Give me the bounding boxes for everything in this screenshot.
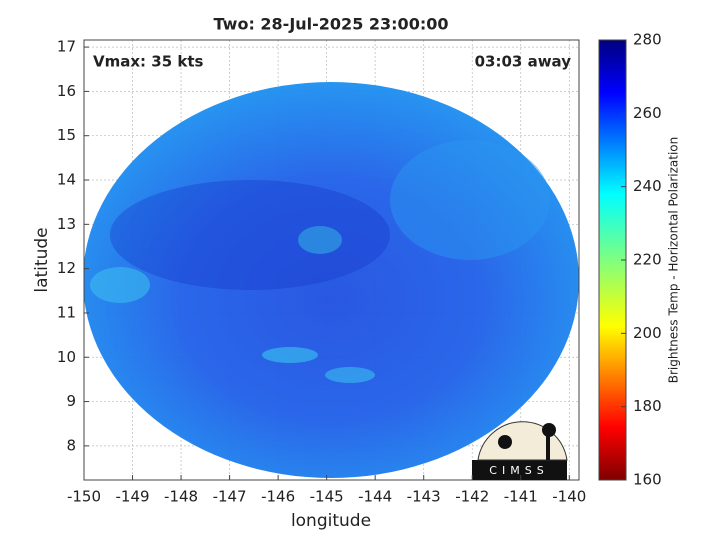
colorbar-tick-label: 280 (633, 31, 662, 49)
y-tick-label: 17 (57, 38, 76, 56)
bright-spot (298, 226, 342, 254)
x-tick-label: -149 (116, 488, 150, 506)
x-tick-label: -150 (67, 488, 101, 506)
annotation: Vmax: 35 kts (93, 53, 203, 71)
colorbar-label: Brightness Temp - Horizontal Polarizatio… (667, 137, 681, 384)
y-tick-label: 13 (57, 215, 76, 233)
y-tick-label: 16 (57, 82, 76, 100)
logo-tower (546, 432, 550, 460)
swath (84, 82, 579, 478)
colorbar-tick-label: 200 (633, 324, 662, 342)
brightness-image (84, 82, 579, 478)
logo: CIMSS (472, 421, 568, 480)
bright-spot (90, 267, 150, 303)
chart-title: Two: 28-Jul-2025 23:00:00 (214, 15, 449, 34)
colorbar-tick-label: 180 (633, 397, 662, 415)
logo-tank (542, 423, 556, 437)
x-tick-label: -140 (552, 488, 586, 506)
plot-frame (83, 39, 580, 481)
y-axis-label: latitude (32, 227, 52, 292)
x-tick-label: -144 (358, 488, 392, 506)
y-tick-label: 11 (57, 303, 76, 321)
x-tick-label: -147 (213, 488, 247, 506)
x-tick-label: -141 (504, 488, 538, 506)
colorbar-tick-label: 260 (633, 104, 662, 122)
x-tick-label: -148 (164, 488, 198, 506)
colorbar-tick-label: 240 (633, 177, 662, 195)
logo-bar (472, 460, 567, 480)
colorbar-tick-label: 220 (633, 251, 662, 269)
x-tick-label: -142 (455, 488, 489, 506)
bright-spot (262, 347, 318, 363)
y-tick-label: 14 (57, 171, 76, 189)
bright-spot (325, 367, 375, 383)
dark-band (110, 180, 390, 290)
x-tick-label: -143 (407, 488, 441, 506)
x-tick-label: -146 (261, 488, 295, 506)
annotation: 03:03 away (475, 53, 572, 71)
y-tick-label: 15 (57, 126, 76, 144)
x-axis-label: longitude (291, 511, 371, 531)
y-tick-label: 10 (57, 348, 76, 366)
y-tick-label: 12 (57, 259, 76, 277)
bright-spot (390, 140, 550, 260)
logo-text: CIMSS (489, 464, 548, 477)
logo-dish (498, 435, 512, 449)
x-tick-label: -145 (310, 488, 344, 506)
colorbar-tick-label: 160 (633, 471, 662, 489)
y-tick-label: 9 (66, 392, 76, 410)
y-tick-label: 8 (66, 436, 76, 454)
